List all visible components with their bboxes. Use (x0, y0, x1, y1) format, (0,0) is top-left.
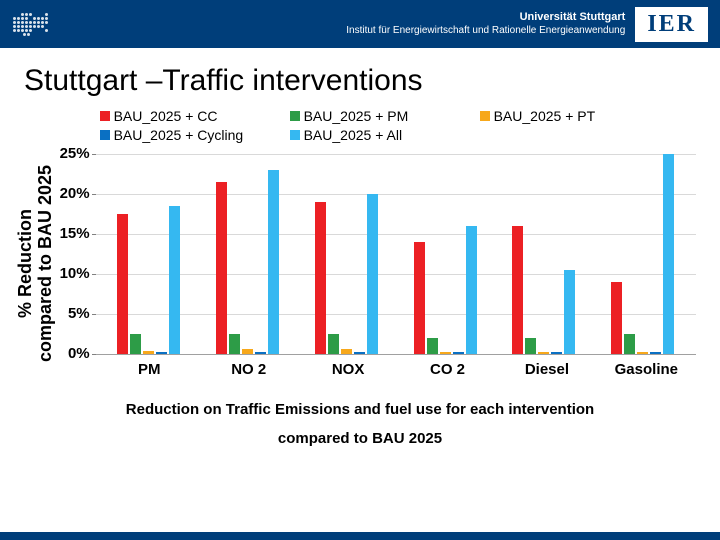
header-band: Universität Stuttgart Institut für Energ… (0, 0, 720, 48)
header-right: Universität Stuttgart Institut für Energ… (346, 7, 708, 42)
bar (143, 351, 154, 354)
bar (156, 352, 167, 354)
legend-label: BAU_2025 + PT (494, 108, 596, 124)
x-tick-label: NO 2 (199, 361, 298, 378)
slide-title: Stuttgart –Traffic interventions (0, 48, 720, 108)
bar (538, 352, 549, 354)
bar (564, 270, 575, 354)
y-axis-label: % Reductioncompared to BAU 2025 (12, 118, 60, 378)
uni-logo-icon (12, 6, 48, 42)
header-left (12, 6, 48, 42)
bar-group (215, 154, 280, 354)
bar (624, 334, 635, 354)
bar (268, 170, 279, 354)
legend-swatch-icon (100, 130, 110, 140)
bar (367, 194, 378, 354)
bar (650, 352, 661, 354)
bar-group (116, 154, 181, 354)
bar (551, 352, 562, 354)
bar (512, 226, 523, 354)
bar (328, 334, 339, 354)
bar (440, 352, 451, 354)
caption-line1: Reduction on Traffic Emissions and fuel … (24, 396, 696, 425)
legend-swatch-icon (480, 111, 490, 121)
legend-label: BAU_2025 + PM (304, 108, 409, 124)
x-tick-label: Gasoline (597, 361, 696, 378)
bar (611, 282, 622, 354)
gridline (96, 314, 696, 315)
x-tick-label: CO 2 (398, 361, 497, 378)
plot-wrapper: 25%20%15%10%5%0% (60, 154, 696, 355)
bar (663, 154, 674, 354)
bar-group (413, 154, 478, 354)
bar (255, 352, 266, 354)
legend-label: BAU_2025 + CC (114, 108, 218, 124)
footer-band (0, 532, 720, 540)
legend-item: BAU_2025 + PM (290, 108, 450, 124)
bar (117, 214, 128, 354)
bar (637, 352, 648, 354)
uni-name: Universität Stuttgart (346, 11, 625, 24)
bar (341, 349, 352, 354)
legend-swatch-icon (290, 130, 300, 140)
uni-text: Universität Stuttgart Institut für Energ… (346, 11, 625, 36)
bar (453, 352, 464, 354)
bar-group (511, 154, 576, 354)
x-axis-labels: PMNO 2NOXCO 2DieselGasoline (100, 361, 696, 378)
legend-label: BAU_2025 + All (304, 127, 402, 143)
bar (130, 334, 141, 354)
bar (229, 334, 240, 354)
gridline (96, 154, 696, 155)
bar (242, 349, 253, 354)
chart-container: % Reductioncompared to BAU 2025 BAU_2025… (0, 108, 720, 378)
legend-label: BAU_2025 + Cycling (114, 127, 244, 143)
tick-mark (92, 354, 96, 355)
tick-mark (92, 194, 96, 195)
legend-item: BAU_2025 + All (290, 127, 450, 143)
bar (354, 352, 365, 354)
caption: Reduction on Traffic Emissions and fuel … (0, 396, 720, 453)
legend: BAU_2025 + CC BAU_2025 + PM BAU_2025 + PT B… (100, 108, 696, 146)
y-ticks: 25%20%15%10%5%0% (60, 154, 96, 354)
gridline (96, 234, 696, 235)
legend-item: BAU_2025 + CC (100, 108, 260, 124)
tick-mark (92, 154, 96, 155)
x-tick-label: NOX (298, 361, 397, 378)
bar (216, 182, 227, 354)
bar (525, 338, 536, 354)
bar-group (610, 154, 675, 354)
bar (466, 226, 477, 354)
caption-line2: compared to BAU 2025 (24, 425, 696, 454)
x-tick-label: Diesel (497, 361, 596, 378)
x-tick-label: PM (100, 361, 199, 378)
legend-item: BAU_2025 + PT (480, 108, 640, 124)
legend-swatch-icon (100, 111, 110, 121)
chart-area: BAU_2025 + CC BAU_2025 + PM BAU_2025 + PT B… (60, 108, 696, 378)
gridline (96, 274, 696, 275)
tick-mark (92, 314, 96, 315)
legend-item: BAU_2025 + Cycling (100, 127, 260, 143)
bar (315, 202, 326, 354)
institut-name: Institut für Energiewirtschaft und Ratio… (346, 25, 625, 37)
plot-area (96, 154, 696, 355)
tick-mark (92, 274, 96, 275)
tick-mark (92, 234, 96, 235)
bar (169, 206, 180, 354)
gridline (96, 194, 696, 195)
bar (427, 338, 438, 354)
bar-group (314, 154, 379, 354)
ier-logo: IER (635, 7, 708, 42)
legend-swatch-icon (290, 111, 300, 121)
bar (414, 242, 425, 354)
